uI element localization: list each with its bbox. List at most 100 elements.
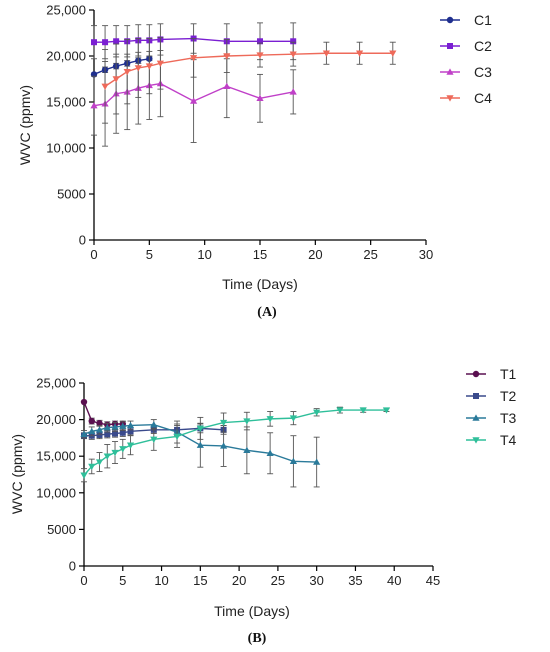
- legend-item-c2: C2: [440, 38, 492, 54]
- x-tick-label: 35: [348, 573, 362, 588]
- data-point: [103, 424, 111, 431]
- y-axis-title: WVC (ppmv): [17, 85, 33, 165]
- legend-label: T2: [500, 388, 517, 404]
- y-tick-label: 10,000: [36, 485, 76, 500]
- data-point: [220, 442, 228, 449]
- legend-item-t1: T1: [466, 366, 517, 382]
- y-tick-label: 25,000: [36, 376, 76, 391]
- legend-label: C1: [474, 12, 492, 28]
- data-point: [196, 441, 204, 448]
- x-tick-label: 5: [146, 247, 153, 262]
- data-point: [156, 60, 164, 67]
- x-tick-label: 15: [253, 247, 267, 262]
- data-point: [80, 398, 88, 406]
- x-tick-label: 0: [90, 247, 97, 262]
- data-point: [96, 431, 103, 438]
- data-point: [113, 38, 120, 45]
- legend-item-t2: T2: [466, 388, 517, 404]
- data-point: [289, 51, 297, 58]
- legend-item-c1: C1: [440, 12, 492, 28]
- legend-label: T3: [500, 410, 517, 426]
- x-tick-label: 25: [363, 247, 377, 262]
- legend-marker: [472, 414, 480, 421]
- data-point: [289, 415, 297, 422]
- data-point: [220, 419, 228, 427]
- series-c4: [101, 37, 397, 124]
- data-point: [145, 63, 153, 70]
- data-point: [112, 76, 120, 83]
- x-tick-label: 45: [426, 573, 440, 588]
- legend-marker: [446, 16, 454, 24]
- data-point: [313, 409, 321, 416]
- x-tick-label: 0: [80, 573, 87, 588]
- data-point: [223, 82, 231, 90]
- legend-marker: [472, 370, 480, 378]
- data-point: [80, 472, 88, 479]
- y-tick-label: 15,000: [46, 95, 86, 110]
- x-tick-label: 25: [271, 573, 285, 588]
- legend-label: C3: [474, 64, 492, 80]
- data-point: [290, 38, 297, 45]
- data-point: [389, 50, 397, 57]
- data-point: [90, 102, 98, 109]
- panel-label: (A): [257, 305, 277, 320]
- legend-label: C2: [474, 38, 492, 54]
- legend-marker: [446, 95, 454, 102]
- legend-item-c4: C4: [440, 90, 492, 106]
- data-point: [190, 55, 198, 62]
- legend-label: T1: [500, 366, 517, 382]
- data-point: [88, 417, 95, 425]
- data-point: [257, 38, 263, 45]
- series-t4: [80, 406, 391, 483]
- chart-panel-a: 0 5000 10,000 15,000 20,000 25,000 0 5 10 15 20 25 3…: [17, 3, 492, 321]
- x-tick-label: 15: [193, 573, 207, 588]
- legend-marker: [447, 43, 453, 49]
- data-point: [256, 52, 264, 59]
- y-tick-label: 0: [79, 233, 86, 248]
- data-point: [80, 430, 88, 437]
- y-tick-label: 10,000: [46, 141, 86, 156]
- data-point: [111, 449, 119, 457]
- data-point: [196, 425, 204, 432]
- data-point: [289, 88, 297, 95]
- data-point: [382, 407, 391, 414]
- data-point: [123, 68, 131, 76]
- x-tick-label: 40: [387, 573, 401, 588]
- data-point: [127, 428, 134, 435]
- data-point: [96, 420, 103, 427]
- data-point: [289, 457, 297, 465]
- chart-panel-b: 0 5000 10,000 15,000 20,000 25,000 0 5 10 15 20 25 3…: [9, 366, 517, 646]
- data-point: [336, 407, 344, 414]
- data-point: [243, 446, 251, 454]
- data-point: [190, 97, 198, 104]
- x-axis-title: Time (Days): [222, 276, 298, 292]
- legend-marker: [446, 68, 454, 75]
- data-point: [126, 442, 135, 449]
- data-point: [356, 50, 364, 57]
- x-axis-title: Time (Days): [214, 603, 290, 619]
- data-point: [111, 423, 119, 430]
- data-point: [102, 39, 109, 46]
- panel-label: (B): [248, 631, 267, 646]
- data-point: [91, 39, 97, 46]
- series-t3: [80, 419, 321, 488]
- data-point: [88, 463, 96, 471]
- x-tick-label: 10: [197, 247, 211, 262]
- data-point: [173, 433, 181, 441]
- data-point: [119, 429, 126, 436]
- y-axis-title: WVC (ppmv): [9, 434, 25, 514]
- x-tick-label: 30: [419, 247, 433, 262]
- legend-item-t4: T4: [466, 432, 517, 448]
- data-point: [359, 407, 367, 414]
- data-point: [101, 83, 109, 90]
- data-point: [119, 446, 127, 453]
- data-point: [266, 416, 274, 423]
- legend-marker: [473, 393, 479, 399]
- x-tick-label: 20: [308, 247, 322, 262]
- legend-marker: [472, 437, 480, 444]
- data-point: [134, 65, 142, 72]
- legend-label: T4: [500, 432, 517, 448]
- y-tick-label: 0: [69, 559, 76, 574]
- data-point: [243, 418, 251, 425]
- series-t1: [80, 398, 126, 429]
